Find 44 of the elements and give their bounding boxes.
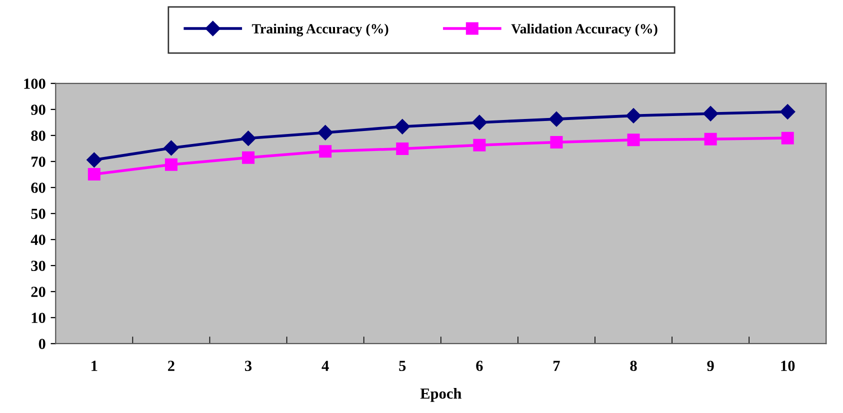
point xyxy=(548,112,564,127)
x-tick-label: 4 xyxy=(322,360,329,371)
point xyxy=(550,136,563,148)
point xyxy=(394,119,410,134)
x-tick-label: 10 xyxy=(781,360,795,372)
x-tick-label: 3 xyxy=(245,360,252,372)
y-tick-label: 20 xyxy=(31,286,46,298)
point xyxy=(473,138,486,152)
point xyxy=(626,108,642,124)
y-tick-label: 100 xyxy=(24,78,46,89)
point xyxy=(240,130,256,146)
point xyxy=(780,104,796,120)
y-tick-label: 90 xyxy=(31,104,46,115)
y-tick-label: 70 xyxy=(32,156,46,167)
point xyxy=(702,106,718,122)
x-tick-label: 1 xyxy=(92,360,98,371)
point xyxy=(86,152,102,168)
x-tick-label: 9 xyxy=(707,360,714,372)
point xyxy=(472,114,487,130)
point xyxy=(242,151,255,164)
legend-label: Validation Accuracy (%) xyxy=(511,24,658,36)
x-tick-label: 2 xyxy=(168,360,174,371)
point xyxy=(318,125,333,140)
point xyxy=(88,168,100,180)
legend-label: Training Accuracy (%) xyxy=(252,24,388,36)
point xyxy=(627,134,640,146)
point xyxy=(781,132,794,144)
point xyxy=(396,142,409,155)
x-axis-title: Epoch xyxy=(420,388,462,402)
x-tick-label: 5 xyxy=(399,360,406,372)
point xyxy=(319,145,332,158)
x-tick-label: 6 xyxy=(476,360,483,372)
y-tick-label: 30 xyxy=(31,260,46,272)
point xyxy=(164,140,179,156)
x-tick-label: 7 xyxy=(554,360,560,371)
y-tick-label: 40 xyxy=(30,234,46,245)
point xyxy=(164,158,178,171)
y-tick-label: 80 xyxy=(31,130,46,141)
y-tick-label: 50 xyxy=(31,208,46,219)
y-tick-label: 10 xyxy=(32,312,46,324)
y-tick-label: 60 xyxy=(31,182,46,193)
x-tick-label: 8 xyxy=(630,360,637,372)
point xyxy=(704,132,717,146)
y-tick-label: 0 xyxy=(38,338,46,350)
